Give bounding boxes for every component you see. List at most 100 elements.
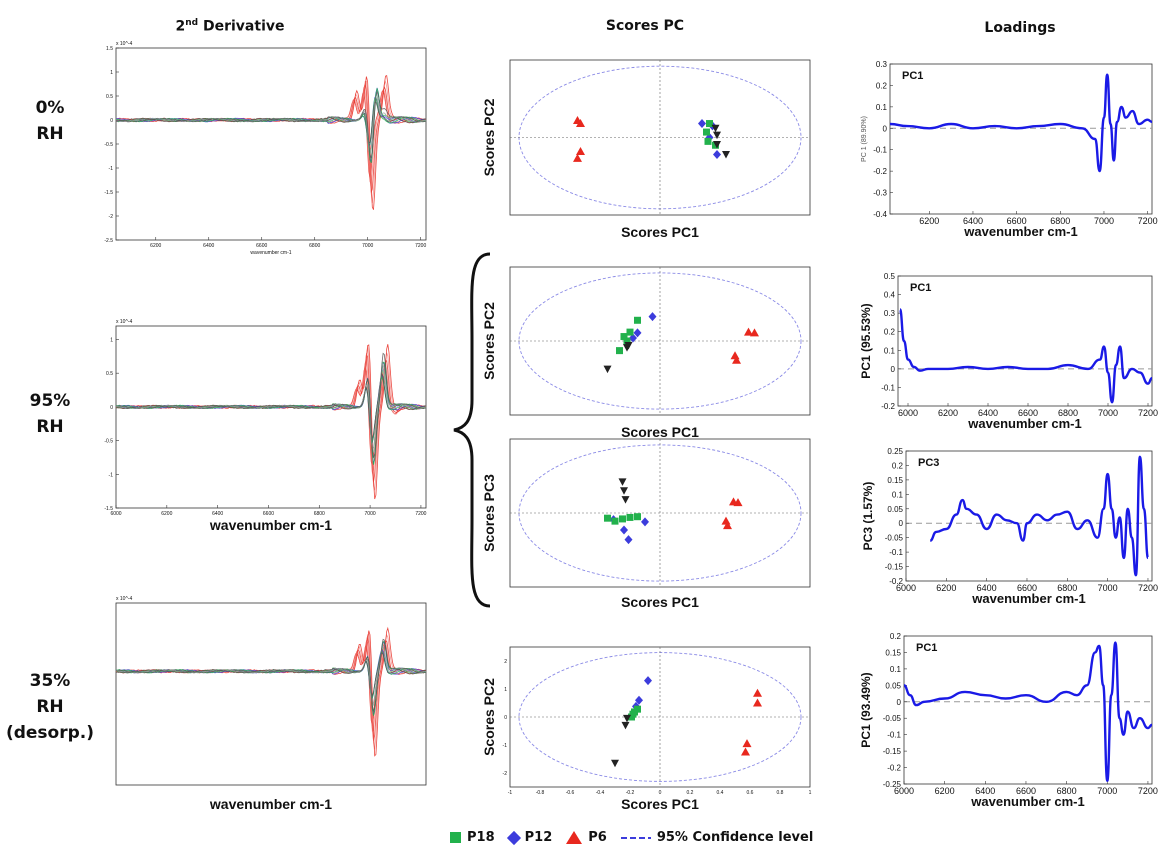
- x-tick-label: 6600: [263, 511, 274, 517]
- p12-point: [644, 676, 652, 686]
- p6-point: [723, 521, 732, 530]
- y-tick-label: 0.15: [887, 476, 903, 485]
- row-label-0rh: 0% RH: [35, 98, 65, 144]
- y-multiplier: x 10^-4: [116, 596, 132, 602]
- x-tick-label: 6400: [963, 216, 983, 226]
- y-tick-label: -0.05: [883, 714, 902, 723]
- x-tick-label: 6400: [203, 243, 214, 249]
- x-tick-label: 7200: [1138, 216, 1158, 226]
- p12-point: [620, 525, 628, 535]
- loadings-plot-95rh-pc3: 6000 6200 6400 6600 6800 7000 7200 -0.2 -0.15 -0.…: [861, 447, 1158, 606]
- y-tick-label: 0: [883, 124, 888, 133]
- x-axis-label: wavenumber cm-1: [967, 416, 1081, 431]
- x-tick-label: 7000: [1094, 216, 1114, 226]
- y-axis-label: PC3 (1.57%): [861, 482, 875, 551]
- p18-point: [619, 515, 626, 523]
- y-multiplier: x 10^-4: [116, 319, 132, 325]
- x-tick-label: 0.6: [747, 790, 754, 796]
- y-tick-label: -0.2: [881, 402, 895, 411]
- p12-point: [629, 333, 637, 343]
- y-tick-label: -1: [109, 166, 114, 172]
- y-tick-label: -0.15: [885, 563, 904, 572]
- x-tick-label: 6000: [894, 786, 914, 796]
- y-tick-label: -0.1: [887, 731, 901, 740]
- y-tick-label: 0.25: [887, 447, 903, 456]
- scores-plot-35rh-desorp: -1 -0.8 -0.6 -0.4 -0.2 0 0.2 0.4 0.6 0.8 1 -2 -1 0 1 2 S…: [481, 646, 812, 812]
- y-tick-label: 0: [899, 519, 904, 528]
- x-tick-label: 0.2: [687, 790, 694, 796]
- x-tick-label: 6800: [309, 243, 320, 249]
- p12-point: [713, 150, 721, 160]
- y-tick-label: 1.5: [106, 46, 113, 52]
- y-tick-label: -0.2: [889, 577, 903, 586]
- y-axis-label: Scores PC2: [481, 678, 497, 756]
- x-tick-label: 6200: [938, 408, 958, 418]
- y-tick-label: 0.1: [884, 346, 896, 355]
- y-tick-label: 1: [110, 70, 113, 76]
- x-axis-label: wavenumber cm-1: [971, 591, 1085, 606]
- y-multiplier: x 10^-4: [116, 41, 132, 47]
- p6-point: [744, 327, 753, 336]
- x-tick-label: 6600: [1018, 408, 1038, 418]
- x-axis-label: wavenumber cm-1: [209, 796, 332, 812]
- y-tick-label: 0.5: [106, 371, 113, 377]
- spectrum-line-other: [115, 362, 427, 449]
- p6-point: [741, 747, 750, 756]
- derivative-plot-95rh: x 10^-4 6000 6200 6400 6600 6800 7000 7200 -1.5 -…: [104, 319, 427, 533]
- derivative-plot-0rh: x 10^-4 6200 6400 6600 6800 7000 7200 -2.5 -2 -1.…: [104, 41, 427, 256]
- y-tick-label: 0.4: [884, 291, 896, 300]
- y-tick-label: 0.05: [887, 505, 903, 514]
- spectrum-line-other: [115, 638, 427, 713]
- x-axis-label: wavenumber cm-1: [970, 794, 1084, 809]
- y-tick-label: -1.5: [104, 506, 113, 512]
- y-tick-label: 0.2: [884, 328, 896, 337]
- y-tick-label: 0.1: [890, 665, 902, 674]
- y-tick-label: -0.5: [104, 439, 113, 445]
- y-tick-label: -0.2: [873, 167, 887, 176]
- x-tick-label: 6400: [212, 511, 223, 517]
- legend-p6-label: P6: [588, 830, 607, 845]
- p18-point: [616, 347, 623, 355]
- p12-point: [648, 312, 657, 322]
- x-tick-label: 6600: [1016, 786, 1036, 796]
- x-tick-label: 6200: [150, 243, 161, 249]
- p6-point: [732, 355, 741, 364]
- other-point: [623, 714, 631, 723]
- other-point: [713, 140, 721, 149]
- y-axis-label: PC1 (93.49%): [859, 672, 873, 747]
- other-point: [611, 759, 619, 768]
- x-tick-label: 6400: [975, 786, 995, 796]
- p18-point: [626, 328, 634, 336]
- legend-p18-label: P18: [467, 830, 495, 845]
- p6-point: [576, 146, 585, 155]
- y-tick-label: 0: [897, 698, 902, 707]
- other-point: [713, 131, 721, 140]
- other-point: [618, 478, 627, 486]
- legend-p12-label: P12: [524, 830, 553, 845]
- col-header-loadings: Loadings: [984, 20, 1056, 36]
- x-tick-label: 7200: [1138, 408, 1158, 418]
- y-tick-label: 0.2: [890, 632, 902, 641]
- plot-frame: [115, 47, 427, 241]
- other-point: [621, 496, 630, 504]
- x-tick-label: -0.4: [596, 790, 605, 796]
- x-axis-label: Scores PC1: [621, 594, 699, 610]
- x-tick-label: 7200: [415, 243, 426, 249]
- x-tick-label: 6400: [978, 408, 998, 418]
- x-tick-label: 6200: [161, 511, 172, 517]
- x-tick-label: 6800: [1057, 583, 1077, 593]
- loadings-plot-0rh: 6200 6400 6600 6800 7000 7200 -0.4 -0.3 -0.2 -0.1…: [861, 60, 1158, 239]
- p12-point: [698, 119, 706, 129]
- p6-point: [742, 739, 752, 748]
- y-tick-label: 0: [110, 118, 113, 124]
- y-tick-label: -2: [109, 214, 114, 220]
- derivative-plot-35rh-desorp: x 10^-4 wavenumber cm-1: [115, 596, 427, 812]
- loading-line: [898, 308, 1153, 404]
- y-tick-label: -0.4: [873, 210, 887, 219]
- spectrum-line-other: [115, 90, 427, 159]
- legend-p12-swatch: [506, 830, 521, 845]
- x-axis-label: wavenumber cm-1: [250, 250, 291, 256]
- y-tick-label: 0.3: [876, 60, 888, 69]
- p6-point: [753, 688, 762, 697]
- p6-point: [576, 119, 585, 128]
